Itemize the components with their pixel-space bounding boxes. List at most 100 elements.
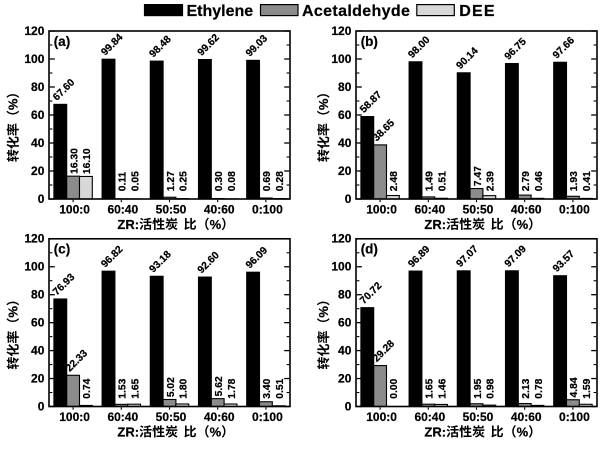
svg-text:%: %	[6, 98, 21, 110]
svg-text:0.08: 0.08	[227, 171, 238, 191]
svg-text:1.59: 1.59	[582, 378, 593, 398]
svg-text:20: 20	[338, 371, 352, 385]
svg-text:0.98: 0.98	[486, 378, 497, 398]
svg-text:1.65: 1.65	[130, 378, 141, 398]
svg-text:1.46: 1.46	[437, 378, 448, 398]
svg-text:60: 60	[31, 108, 45, 122]
svg-text:60:40: 60:40	[107, 410, 138, 424]
svg-text:1.53: 1.53	[118, 378, 129, 398]
svg-text:50:50: 50:50	[156, 410, 187, 424]
svg-text:1.78: 1.78	[227, 378, 238, 398]
svg-text:(d): (d)	[361, 242, 378, 257]
svg-text:80: 80	[338, 80, 352, 94]
svg-text:5.62: 5.62	[214, 376, 225, 396]
svg-text:(c): (c)	[54, 242, 70, 257]
svg-text:50:50: 50:50	[156, 202, 187, 216]
svg-text:80: 80	[31, 80, 45, 94]
svg-text:0:100: 0:100	[559, 410, 590, 424]
svg-text:0.51: 0.51	[437, 171, 448, 191]
svg-text:120: 120	[24, 232, 44, 246]
svg-text:100: 100	[331, 260, 351, 274]
svg-text:0:100: 0:100	[252, 410, 283, 424]
svg-text:20: 20	[338, 164, 352, 178]
svg-text:40: 40	[338, 343, 352, 357]
svg-text:5.02: 5.02	[166, 377, 177, 397]
svg-text:40: 40	[31, 136, 45, 150]
svg-text:7.47: 7.47	[473, 166, 484, 186]
svg-text:0: 0	[38, 399, 45, 413]
svg-text:100:0: 100:0	[366, 202, 397, 216]
svg-text:0: 0	[38, 192, 45, 206]
svg-text:40:60: 40:60	[511, 202, 542, 216]
svg-text:120: 120	[331, 24, 351, 38]
svg-text:ZR:: ZR:	[117, 424, 139, 439]
svg-text:100: 100	[24, 52, 44, 66]
svg-text:16.30: 16.30	[69, 148, 80, 174]
svg-text:%: %	[316, 306, 331, 318]
svg-text:ZR:: ZR:	[117, 217, 139, 232]
svg-text:60:40: 60:40	[414, 410, 445, 424]
svg-text:0:100: 0:100	[252, 202, 283, 216]
svg-text:4.84: 4.84	[569, 377, 580, 397]
svg-text:40: 40	[31, 343, 45, 357]
svg-text:0.78: 0.78	[534, 378, 545, 398]
svg-text:Ethylene: Ethylene	[187, 3, 254, 20]
svg-text:0: 0	[345, 192, 352, 206]
svg-text:2.13: 2.13	[521, 378, 532, 398]
svg-text:20: 20	[31, 164, 45, 178]
svg-text:0: 0	[345, 399, 352, 413]
svg-text:40:60: 40:60	[204, 410, 235, 424]
svg-text:1.80: 1.80	[179, 378, 190, 398]
svg-text:40:60: 40:60	[204, 202, 235, 216]
svg-text:80: 80	[338, 288, 352, 302]
svg-text:%: %	[210, 217, 222, 232]
svg-text:%: %	[517, 217, 529, 232]
svg-text:ZR:: ZR:	[424, 424, 446, 439]
svg-text:50:50: 50:50	[463, 410, 494, 424]
svg-text:1.27: 1.27	[166, 171, 177, 191]
svg-text:1.65: 1.65	[425, 378, 436, 398]
svg-text:100:0: 100:0	[59, 410, 90, 424]
svg-text:60: 60	[338, 315, 352, 329]
svg-text:120: 120	[331, 232, 351, 246]
svg-text:%: %	[6, 306, 21, 318]
svg-text:60: 60	[338, 108, 352, 122]
svg-text:1.95: 1.95	[473, 378, 484, 398]
svg-text:(b): (b)	[361, 34, 378, 49]
svg-text:60: 60	[31, 315, 45, 329]
svg-text:(a): (a)	[54, 34, 70, 49]
svg-text:0.41: 0.41	[582, 171, 593, 191]
svg-text:100: 100	[331, 52, 351, 66]
svg-text:1.93: 1.93	[569, 171, 580, 191]
svg-text:0.74: 0.74	[82, 378, 93, 398]
svg-text:2.39: 2.39	[486, 171, 497, 191]
svg-text:0.28: 0.28	[275, 171, 286, 191]
svg-text:ZR:: ZR:	[424, 217, 446, 232]
svg-text:0:100: 0:100	[559, 202, 590, 216]
svg-text:16.10: 16.10	[82, 148, 93, 174]
svg-text:80: 80	[31, 288, 45, 302]
svg-text:50:50: 50:50	[463, 202, 494, 216]
svg-text:40: 40	[338, 136, 352, 150]
svg-text:0.30: 0.30	[214, 171, 225, 191]
svg-text:100:0: 100:0	[366, 410, 397, 424]
svg-text:%: %	[210, 424, 222, 439]
svg-text:0.05: 0.05	[130, 171, 141, 191]
svg-text:DEE: DEE	[459, 3, 496, 20]
svg-text:2.79: 2.79	[521, 171, 532, 191]
svg-text:20: 20	[31, 371, 45, 385]
svg-text:Acetaldehyde: Acetaldehyde	[302, 3, 410, 20]
svg-text:0.11: 0.11	[118, 171, 129, 191]
svg-text:100: 100	[24, 260, 44, 274]
svg-text:0.51: 0.51	[275, 378, 286, 398]
svg-text:100:0: 100:0	[59, 202, 90, 216]
svg-text:3.40: 3.40	[262, 378, 273, 398]
svg-text:0.69: 0.69	[262, 171, 273, 191]
svg-text:120: 120	[24, 24, 44, 38]
svg-text:2.48: 2.48	[389, 171, 400, 191]
svg-text:1.49: 1.49	[425, 171, 436, 191]
svg-text:%: %	[316, 98, 331, 110]
svg-text:60:40: 60:40	[414, 202, 445, 216]
svg-text:0.00: 0.00	[389, 378, 400, 398]
svg-text:0.46: 0.46	[534, 171, 545, 191]
